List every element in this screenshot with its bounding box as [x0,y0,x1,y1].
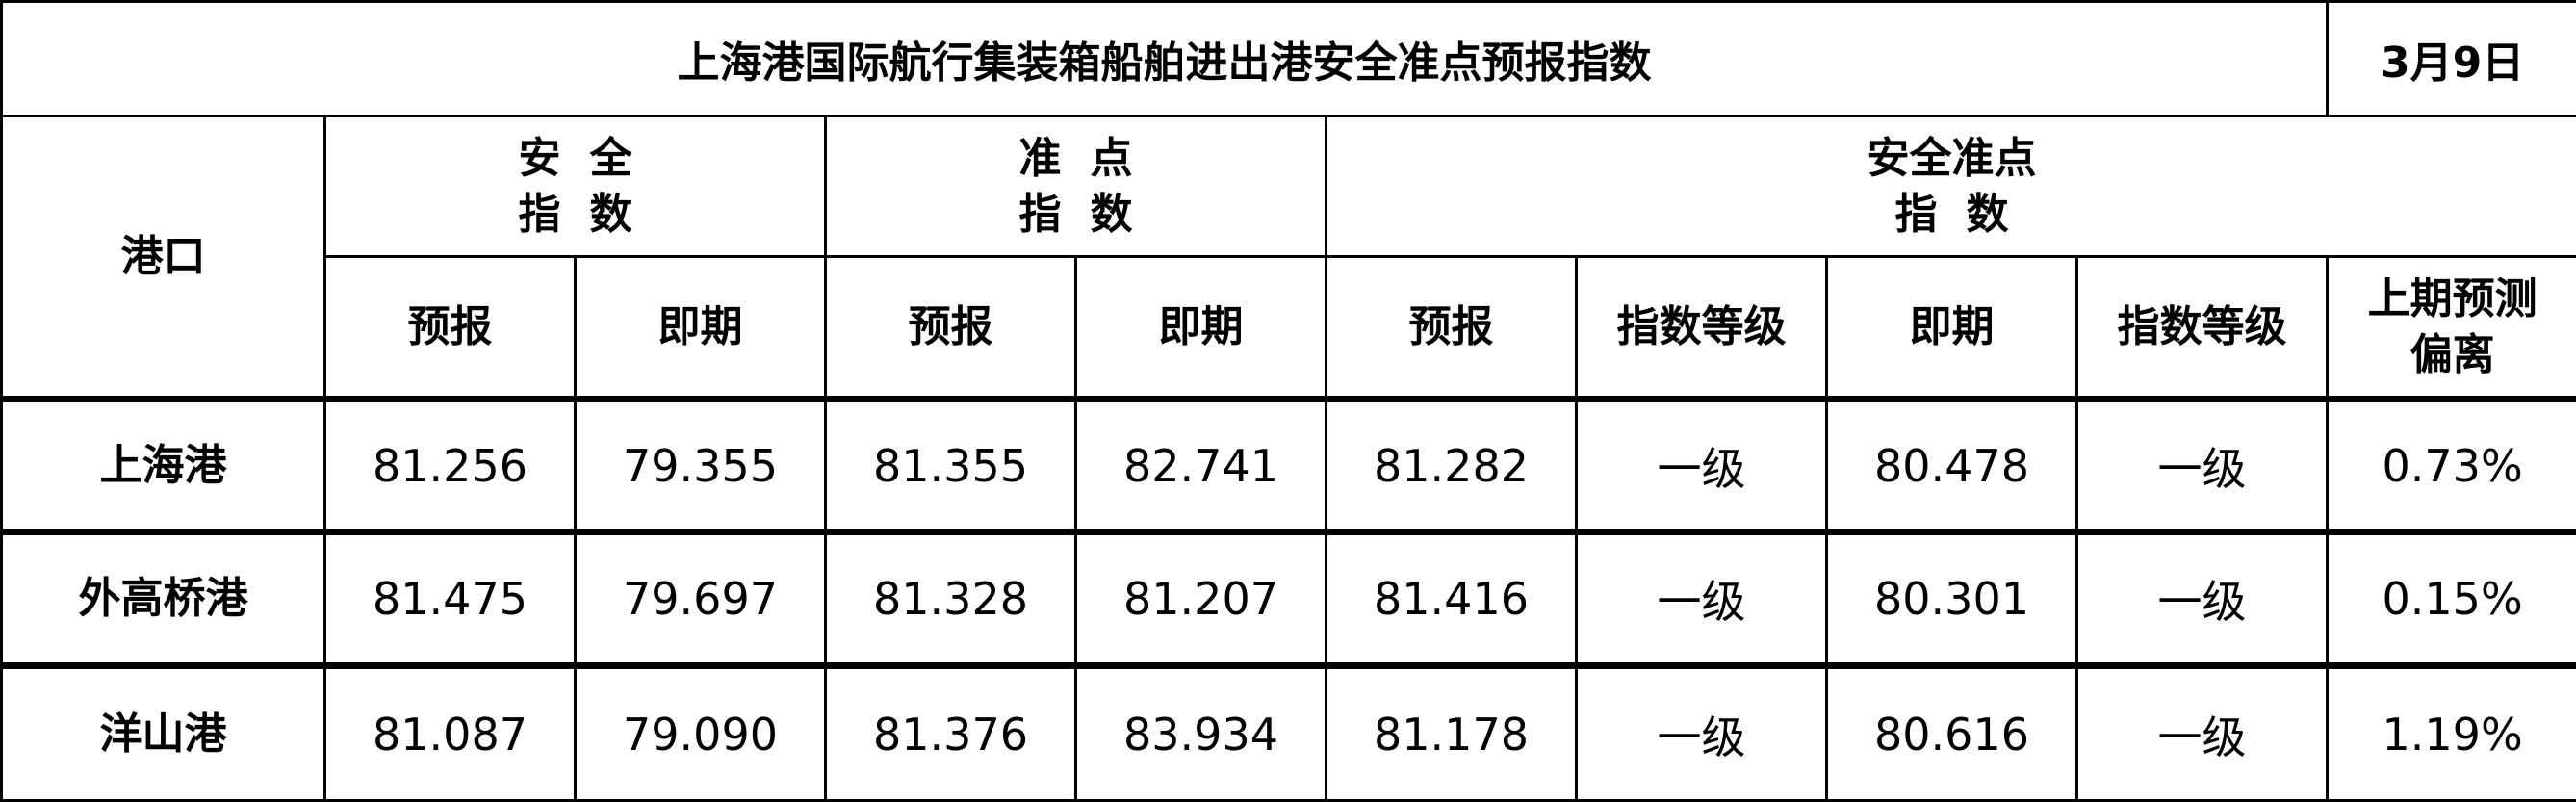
punct-forecast-cell: 81.328 [826,532,1076,666]
comb-forecast-cell: 81.282 [1327,400,1577,532]
comb-forecast-level-cell: 一级 [1577,666,1827,801]
punct-current-cell: 81.207 [1076,532,1327,666]
punct-current-cell: 82.741 [1076,400,1327,532]
safety-header-line2: 指数 [326,187,824,242]
title-row: 上海港国际航行集装箱船舶进出港安全准点预报指数 3月9日 [2,2,2576,116]
header-row-2: 预报 即期 预报 即期 预报 指数等级 即期 指数等级 上期预测偏离 [2,257,2576,400]
comb-forecast-cell: 81.416 [1327,532,1577,666]
safety-current-cell: 79.697 [576,532,826,666]
deviation-cell: 1.19% [2328,666,2576,801]
comb-current-cell: 80.301 [1827,532,2077,666]
deviation-header-line2: 偏离 [2329,327,2576,382]
safety-current-cell: 79.355 [576,400,826,532]
punctual-header-line1: 准点 [827,131,1325,186]
safety-header: 安全指数 [325,116,826,257]
deviation-cell: 0.15% [2328,532,2576,666]
combined-header: 安全准点指数 [1327,116,2576,257]
table-title: 上海港国际航行集装箱船舶进出港安全准点预报指数 [2,2,2328,116]
punctual-header-line2: 指数 [827,187,1325,242]
safety-forecast-cell: 81.087 [325,666,576,801]
comb-current-level-cell: 一级 [2077,532,2328,666]
comb-current-level-cell: 一级 [2077,666,2328,801]
safety-header-line1: 安全 [326,131,824,186]
comb-current-level-header: 指数等级 [2077,257,2328,400]
punct-forecast-cell: 81.376 [826,666,1076,801]
combined-header-line1: 安全准点 [1327,131,2576,186]
safety-forecast-cell: 81.256 [325,400,576,532]
punct-forecast-cell: 81.355 [826,400,1076,532]
punctual-header: 准点指数 [826,116,1327,257]
comb-current-cell: 80.616 [1827,666,2077,801]
punct-current-header: 即期 [1076,257,1327,400]
safety-forecast-cell: 81.475 [325,532,576,666]
comb-forecast-cell: 81.178 [1327,666,1577,801]
port-cell: 外高桥港 [2,532,325,666]
punct-forecast-header: 预报 [826,257,1076,400]
safety-current-header: 即期 [576,257,826,400]
safety-forecast-header: 预报 [325,257,576,400]
combined-header-line2: 指数 [1327,187,2576,242]
deviation-header: 上期预测偏离 [2328,257,2576,400]
comb-forecast-level-cell: 一级 [1577,400,1827,532]
comb-current-header: 即期 [1827,257,2077,400]
deviation-cell: 0.73% [2328,400,2576,532]
comb-current-level-cell: 一级 [2077,400,2328,532]
comb-forecast-header: 预报 [1327,257,1577,400]
comb-forecast-level-header: 指数等级 [1577,257,1827,400]
deviation-header-line1: 上期预测 [2329,272,2576,326]
header-row-1: 港口 安全指数 准点指数 安全准点指数 [2,116,2576,257]
port-header: 港口 [2,116,325,400]
comb-current-cell: 80.478 [1827,400,2077,532]
safety-current-cell: 79.090 [576,666,826,801]
date-cell: 3月9日 [2328,2,2576,116]
comb-forecast-level-cell: 一级 [1577,532,1827,666]
port-cell: 上海港 [2,400,325,532]
port-cell: 洋山港 [2,666,325,801]
punct-current-cell: 83.934 [1076,666,1327,801]
